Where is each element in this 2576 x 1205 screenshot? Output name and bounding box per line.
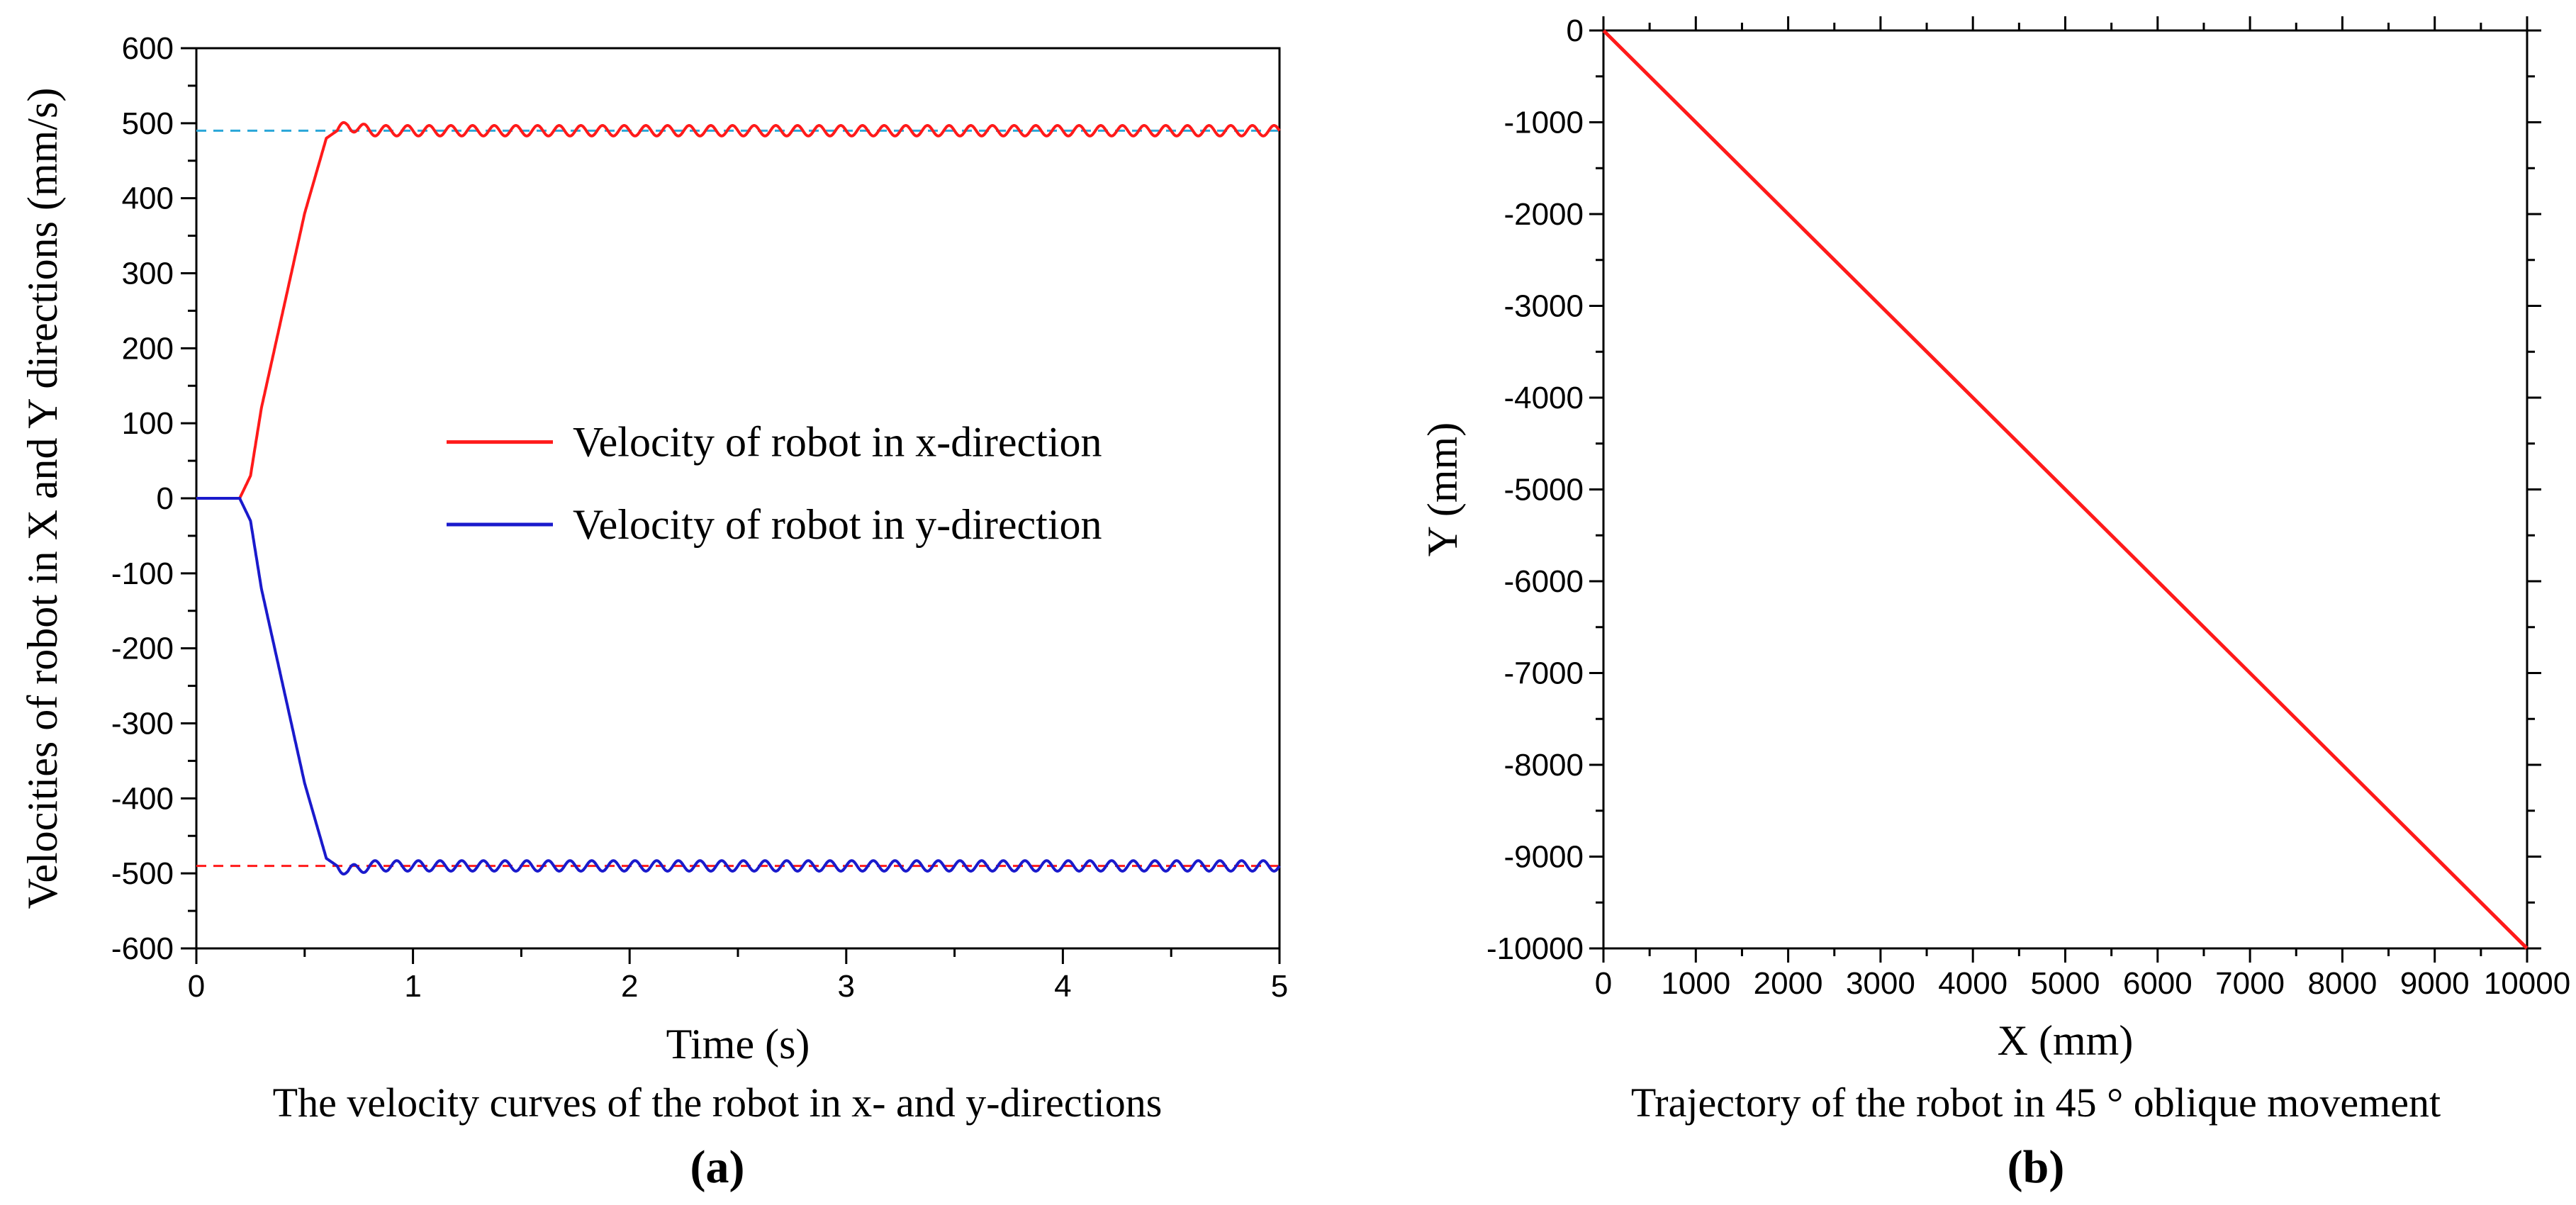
x-tick-label: 6000 (2123, 966, 2193, 1001)
y-tick-label: 600 (122, 31, 174, 66)
x-tick-label: 3 (838, 969, 855, 1004)
y-tick-label: -9000 (1503, 840, 1584, 875)
y-tick-label: -200 (111, 632, 174, 666)
legend-label-x: Velocity of robot in x-direction (573, 419, 1102, 466)
y-axis-title: Velocities of robot in X and Y direction… (19, 88, 66, 909)
x-tick-label: 1 (404, 969, 421, 1004)
y-tick-label: 500 (122, 106, 174, 141)
y-axis-title: Y (mm) (1419, 422, 1466, 556)
y-tick-label: -1000 (1503, 106, 1584, 140)
x-axis-title: X (mm) (1998, 1017, 2134, 1064)
y-tick-label: -2000 (1503, 197, 1584, 232)
y-tick-label: 100 (122, 406, 174, 441)
tick-labels: 0 1000 2000 3000 4000 5000 6000 7000 8000 9000 100… (1486, 13, 2570, 1001)
x-axis-title: Time (s) (666, 1021, 810, 1067)
legend: Velocity of robot in x-direction Velocit… (447, 419, 1102, 548)
series-group (1602, 29, 2529, 950)
y-tick-label: -8000 (1503, 748, 1584, 783)
y-tick-label: -500 (111, 856, 174, 891)
axis-ticks (181, 47, 1281, 964)
x-tick-label: 3000 (1846, 966, 1915, 1001)
x-tick-label: 4000 (1938, 966, 2007, 1001)
legend-label-y: Velocity of robot in y-direction (573, 501, 1102, 548)
x-tick-label: 5 (1271, 969, 1288, 1004)
x-tick-label: 7000 (2215, 966, 2285, 1001)
x-tick-label: 1000 (1661, 966, 1730, 1001)
caption: The velocity curves of the robot in x- a… (273, 1080, 1163, 1126)
y-tick-label: -300 (111, 707, 174, 741)
y-tick-label: -600 (111, 931, 174, 966)
y-tick-label: 400 (122, 181, 174, 216)
panel-label: (b) (2007, 1141, 2065, 1193)
x-tick-label: 9000 (2400, 966, 2470, 1001)
caption: Trajectory of the robot in 45 ° oblique … (1631, 1080, 2441, 1126)
panel-label: (a) (690, 1141, 745, 1193)
panel-a: 0 1 2 3 4 5 600 500 400 300 200 100 0 -100 -200 -300 -40… (19, 31, 1288, 1193)
x-tick-label: 0 (1595, 966, 1612, 1001)
y-tick-label: -6000 (1503, 564, 1584, 599)
x-tick-label: 4 (1054, 969, 1071, 1004)
y-tick-label: 200 (122, 331, 174, 366)
x-tick-label: 5000 (2031, 966, 2100, 1001)
y-tick-label: 0 (157, 481, 174, 516)
y-tick-label: -5000 (1503, 473, 1584, 508)
x-tick-label: 2000 (1754, 966, 1823, 1001)
y-tick-label: -3000 (1503, 289, 1584, 324)
series-line-x (196, 120, 1281, 500)
y-tick-label: -10000 (1486, 931, 1584, 966)
x-tick-label: 10000 (2484, 966, 2570, 1001)
y-tick-label: -7000 (1503, 656, 1584, 691)
plot-frame (195, 47, 1281, 950)
panel-b: 0 1000 2000 3000 4000 5000 6000 7000 8000 9000 100… (1419, 13, 2570, 1193)
y-tick-label: -400 (111, 781, 174, 816)
trajectory-line (1602, 29, 2529, 950)
y-tick-label: -4000 (1503, 381, 1584, 415)
x-tick-label: 8000 (2307, 966, 2377, 1001)
x-tick-label: 0 (188, 969, 205, 1004)
series-group (196, 120, 1281, 876)
x-tick-label: 2 (621, 969, 638, 1004)
y-tick-label: 0 (1567, 13, 1584, 48)
axis-ticks (1589, 16, 2541, 963)
reference-lines (196, 129, 1279, 868)
tick-labels: 0 1 2 3 4 5 600 500 400 300 200 100 0 -100 -200 -300 -40… (111, 31, 1288, 1004)
y-tick-label: 300 (122, 257, 174, 291)
y-tick-label: -100 (111, 556, 174, 591)
series-line-y (196, 497, 1281, 876)
